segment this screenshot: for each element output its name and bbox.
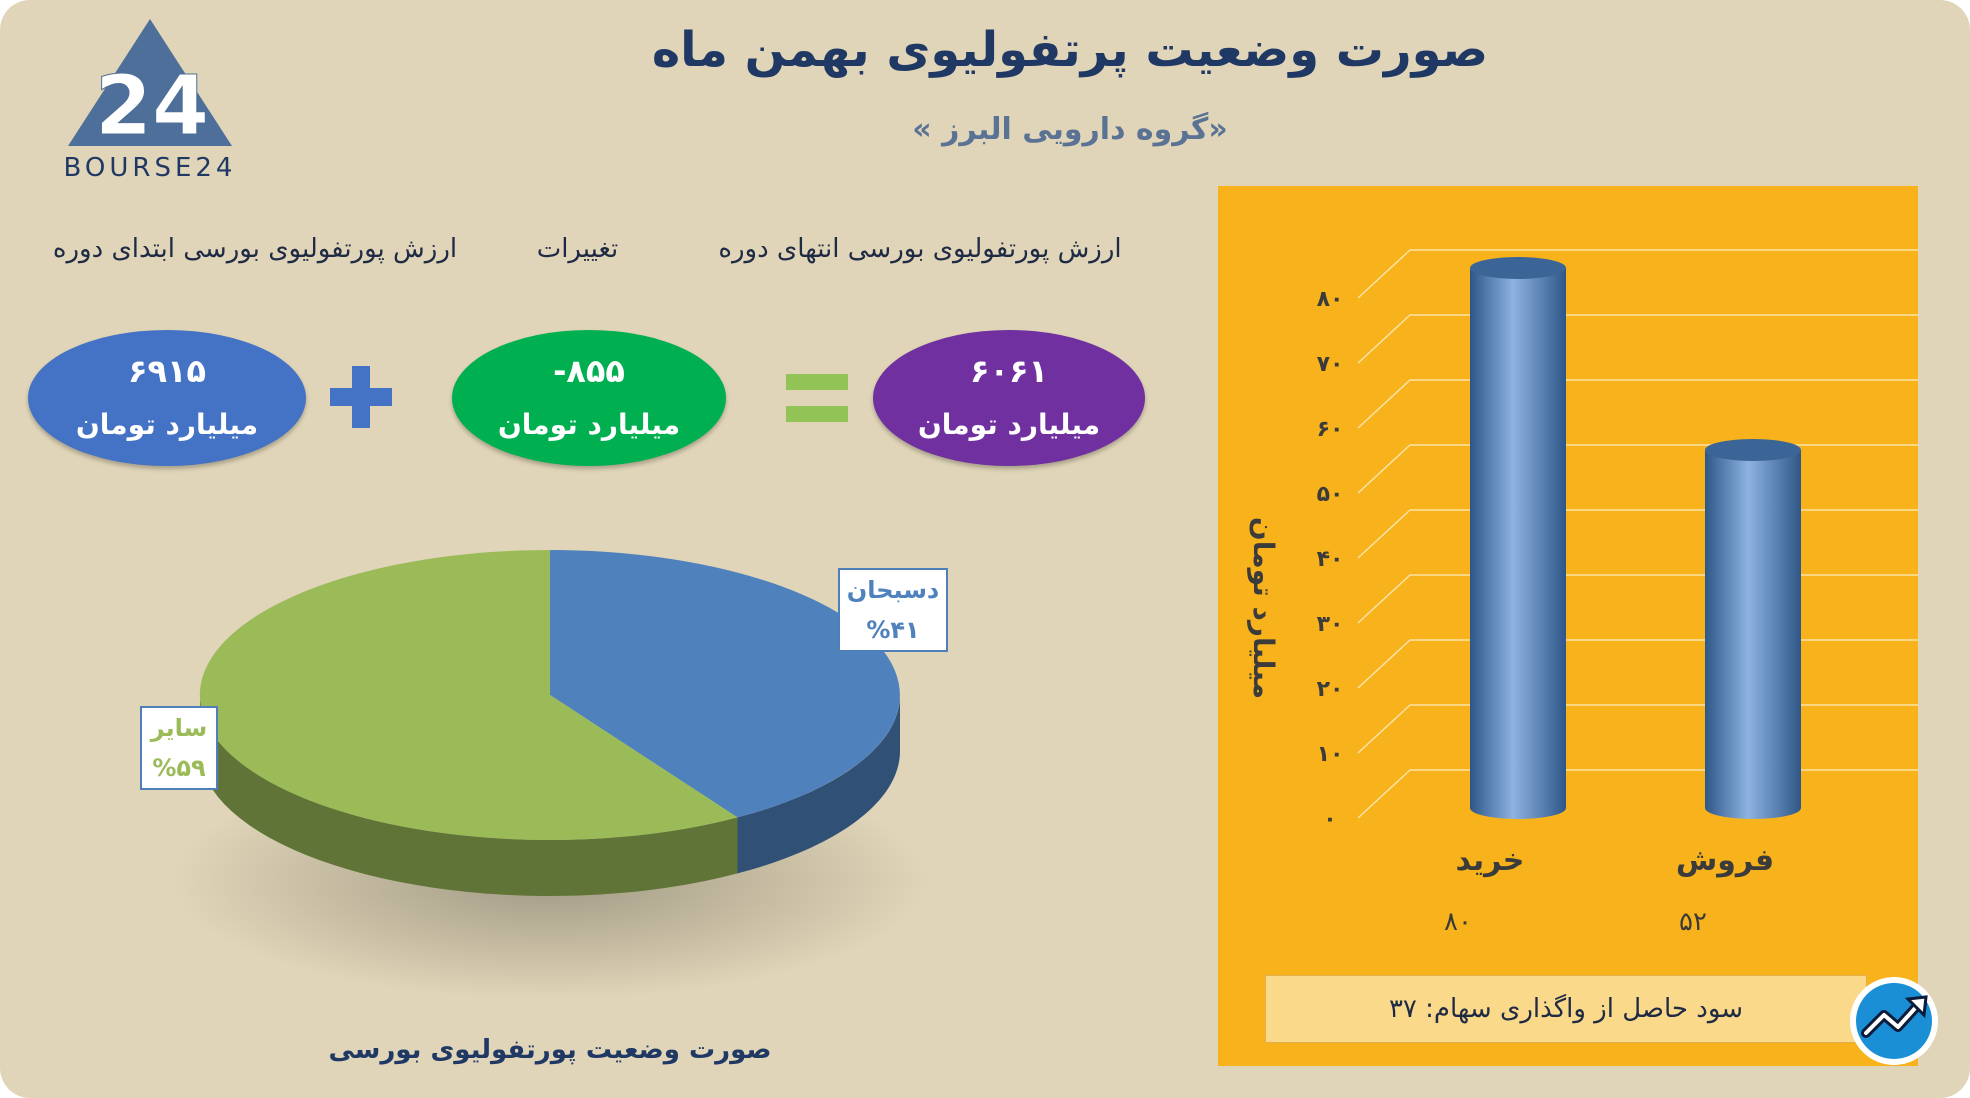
pie-label-other-name: سایر bbox=[150, 714, 208, 742]
page-subtitle: «گروه دارویی البرز » bbox=[912, 112, 1228, 147]
pie-caption: صورت وضعیت پورتفولیوی بورسی bbox=[328, 1035, 772, 1065]
bar-grid-diag bbox=[1357, 769, 1411, 819]
pie-label-other-value: %۵۹ bbox=[152, 754, 206, 782]
bar-category-label: خرید bbox=[1456, 843, 1525, 878]
bar-y-tick: ۵۰ bbox=[1317, 482, 1344, 507]
bar-y-tick: ۷۰ bbox=[1317, 352, 1344, 377]
pie-slice-side-0 bbox=[737, 695, 900, 874]
start-value-ellipse: ۶۹۱۵ میلیارد تومان bbox=[28, 330, 306, 466]
equals-icon bbox=[786, 372, 848, 424]
bar-chart-panel: ۰ ۱۰ ۲۰ ۳۰ ۴۰ ۵۰ ۶۰ ۷۰ ۸۰ خرید فروش ۸۰ ۵۲ میلیارد … bbox=[1218, 186, 1930, 1066]
bar-grid-diag bbox=[1357, 314, 1411, 364]
header-changes: تغییرات bbox=[536, 234, 619, 264]
bar-0 bbox=[1470, 268, 1566, 819]
pie-label-dasobhan-value: %۴۱ bbox=[866, 616, 920, 644]
bar-y-axis-label: میلیارد تومان bbox=[1247, 517, 1280, 699]
pie-label-dasobhan: دسبحان %۴۱ bbox=[838, 568, 948, 652]
bar-y-tick: ۲۰ bbox=[1317, 677, 1344, 702]
header-end-value: ارزش پورتفولیوی بورسی انتهای دوره bbox=[718, 234, 1122, 264]
bar-y-tick: ۰ bbox=[1323, 807, 1336, 832]
bar-y-tick: ۶۰ bbox=[1317, 417, 1344, 442]
bourse24-logo: 24 BOURSE24 bbox=[60, 14, 240, 184]
page-title: صورت وضعیت پرتفولیوی بهمن ماه bbox=[651, 22, 1489, 78]
pie-label-dasobhan-name: دسبحان bbox=[846, 576, 940, 604]
bar-cap-0 bbox=[1470, 257, 1566, 279]
pie-slice-side-1 bbox=[200, 695, 738, 896]
trade-bar-chart: ۰ ۱۰ ۲۰ ۳۰ ۴۰ ۵۰ ۶۰ ۷۰ ۸۰ خرید فروش ۸۰ ۵۲ میلیارد … bbox=[1247, 249, 1930, 937]
bar-grid-diag bbox=[1357, 444, 1411, 494]
changes-amount: -۸۵۵ bbox=[553, 352, 625, 390]
start-value-unit: میلیارد تومان bbox=[75, 408, 259, 441]
plus-icon bbox=[330, 366, 392, 428]
bar-grid-diag bbox=[1357, 704, 1411, 754]
start-value-amount: ۶۹۱۵ bbox=[127, 352, 207, 390]
bar-value-label: ۵۲ bbox=[1679, 907, 1707, 937]
bar-cap-1 bbox=[1705, 439, 1801, 461]
bar-grid-diag bbox=[1357, 639, 1411, 689]
bar-1 bbox=[1705, 450, 1801, 819]
bar-category-label: فروش bbox=[1676, 843, 1774, 878]
bar-y-tick: ۴۰ bbox=[1317, 547, 1344, 572]
changes-ellipse: -۸۵۵ میلیارد تومان bbox=[452, 330, 726, 466]
logo-text: BOURSE24 bbox=[64, 153, 237, 183]
bar-y-tick: ۸۰ bbox=[1317, 287, 1344, 312]
bar-y-tick: ۱۰ bbox=[1317, 742, 1344, 767]
pie-slice-0 bbox=[550, 550, 900, 818]
bar-grid-diag bbox=[1357, 379, 1411, 429]
bar-y-tick: ۳۰ bbox=[1317, 612, 1344, 637]
end-value-ellipse: ۶۰۶۱ میلیارد تومان bbox=[873, 330, 1145, 466]
trend-up-icon bbox=[1848, 975, 1940, 1067]
profit-summary: سود حاصل از واگذاری سهام: ۳۷ bbox=[1265, 975, 1867, 1043]
changes-unit: میلیارد تومان bbox=[497, 408, 681, 441]
logo-mark: 24 bbox=[95, 59, 209, 154]
bar-value-label: ۸۰ bbox=[1444, 907, 1472, 937]
pie-label-other: سایر %۵۹ bbox=[140, 706, 218, 790]
portfolio-pie-chart bbox=[170, 550, 930, 1000]
pie-slice-1 bbox=[199, 550, 738, 840]
end-value-unit: میلیارد تومان bbox=[917, 408, 1101, 441]
header-start-value: ارزش پورتفولیوی بورسی ابتدای دوره bbox=[52, 234, 458, 264]
bar-grid-diag bbox=[1357, 509, 1411, 559]
bar-grid-diag bbox=[1357, 249, 1411, 299]
bar-grid-diag bbox=[1357, 574, 1411, 624]
end-value-amount: ۶۰۶۱ bbox=[969, 352, 1049, 390]
